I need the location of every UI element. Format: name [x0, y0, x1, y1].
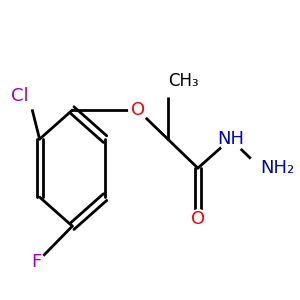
Text: Cl: Cl	[11, 87, 29, 105]
Text: F: F	[32, 254, 42, 272]
Text: NH₂: NH₂	[261, 159, 295, 177]
Text: CH₃: CH₃	[168, 72, 198, 90]
Text: O: O	[191, 210, 205, 228]
Text: O: O	[131, 101, 145, 119]
Text: NH: NH	[217, 130, 244, 148]
